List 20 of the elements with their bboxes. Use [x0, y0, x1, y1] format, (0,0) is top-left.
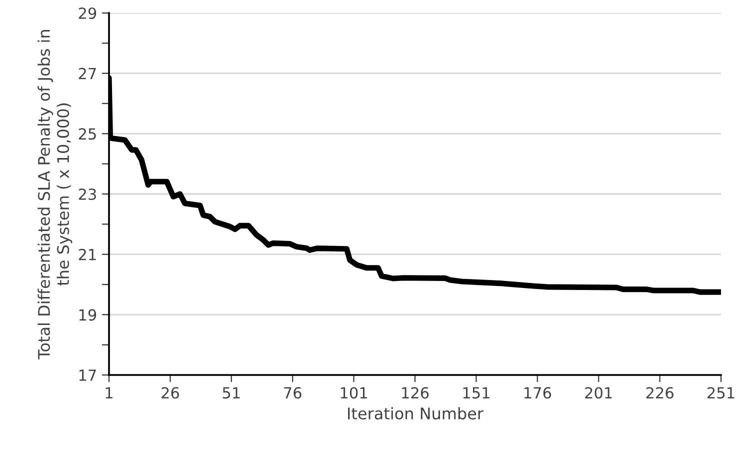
y-tick-label: 29	[78, 7, 96, 20]
y-tick-label: 23	[78, 188, 96, 200]
x-tick-label: 51	[222, 387, 240, 399]
x-tick-label: 176	[524, 387, 552, 399]
y-tick-label: 21	[78, 248, 96, 260]
x-tick-label: 201	[585, 387, 612, 399]
y-tick-label: 27	[78, 68, 96, 80]
x-tick-label: 226	[646, 387, 674, 399]
y-tick-label: 17	[79, 370, 96, 381]
x-tick-label: 76	[284, 387, 302, 399]
x-tick-label: 101	[340, 387, 367, 399]
x-tick-label: 1	[106, 387, 112, 398]
x-tick-label: 251	[708, 387, 734, 399]
y-axis-title: Total Differentiated SLA Penalty of Jobs in the System ( x 10,000)	[38, 30, 72, 360]
x-tick-label: 126	[402, 387, 429, 399]
y-tick-label: 19	[79, 309, 96, 321]
x-tick-label: 151	[463, 387, 490, 399]
x-tick-label: 26	[162, 387, 179, 399]
y-tick-label: 25	[78, 128, 96, 140]
x-axis-title: Iteration Number	[348, 407, 484, 420]
